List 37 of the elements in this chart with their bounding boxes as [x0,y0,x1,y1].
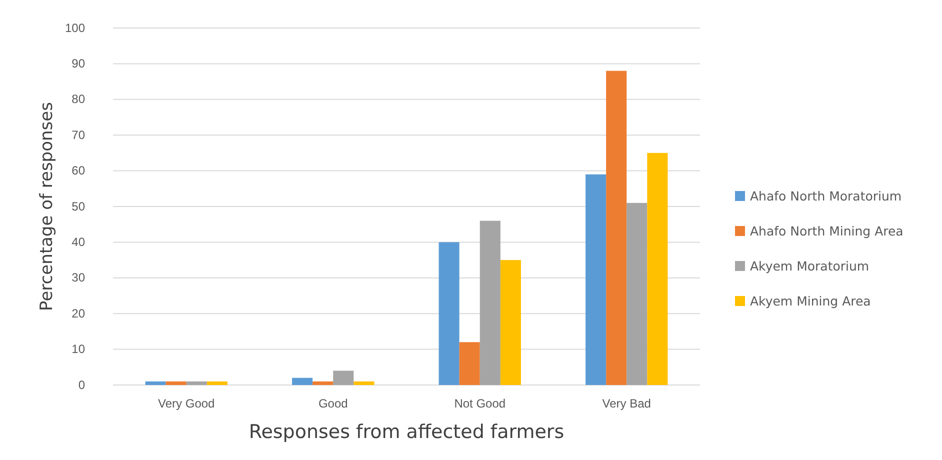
y-tick-label: 80 [72,92,86,106]
x-tick-label: Very Bad [602,396,651,411]
x-tick-label: Very Good [158,396,215,411]
legend-label: Ahafo North Mining Area [750,223,904,238]
bar [333,370,354,385]
y-tick-label: 60 [72,164,86,178]
bar [186,381,207,385]
y-tick-label: 70 [72,128,86,142]
bar [500,260,521,385]
y-axis-title: Percentage of responses [37,102,57,311]
bar [480,220,500,385]
y-tick-label: 20 [72,306,86,320]
bar [459,342,480,385]
x-tick-label: Not Good [454,396,506,411]
y-tick-label: 50 [72,199,86,214]
bar [166,381,186,385]
bar [354,381,374,385]
x-tick-label: Good [318,396,348,411]
bar [438,242,460,385]
y-tick-label: 90 [72,56,86,71]
y-tick-label: 10 [72,342,86,356]
legend-label: Akyem Moratorium [750,258,870,274]
legend-label: Ahafo North Moratorium [750,188,902,204]
x-axis-title: Responses from affected farmers [248,421,564,443]
y-tick-label: 40 [72,235,86,250]
bar [647,152,668,385]
y-tick-label: 0 [78,378,86,392]
bar [292,378,313,385]
legend-label: Akyem Mining Area [750,293,871,308]
bar [145,381,166,385]
y-tick-label: 100 [64,20,86,35]
y-tick-label: 30 [72,270,86,285]
bar [606,70,627,385]
bar [312,381,334,385]
bar [626,202,648,385]
bar [586,174,606,385]
bar [206,381,228,385]
